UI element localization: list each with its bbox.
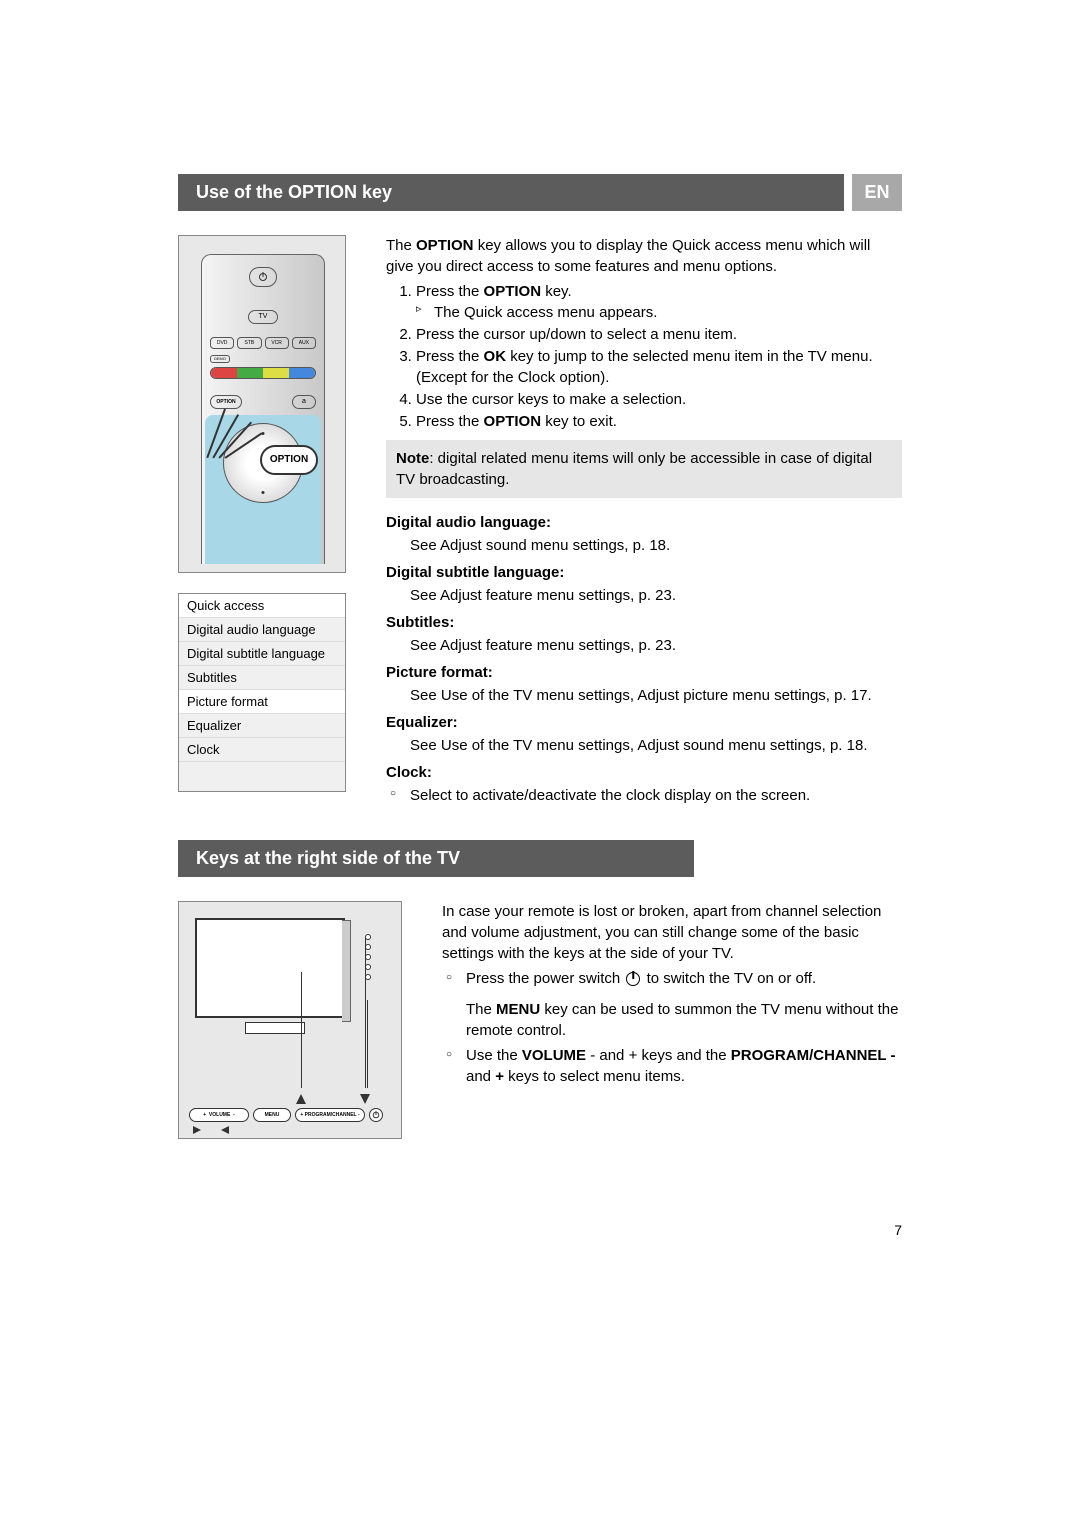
option-button-small: OPTION — [210, 395, 242, 409]
tv-illustration: + VOLUME - MENU + PROGRAM/CHANNEL - — [178, 901, 402, 1139]
topic-1-b: See Adjust feature menu settings, p. 23. — [386, 585, 902, 606]
color-buttons — [210, 367, 316, 379]
language-badge: EN — [852, 174, 902, 211]
step1-result: The Quick access menu appears. — [416, 302, 902, 323]
qa-item-4: Equalizer — [179, 713, 345, 737]
aux-button: AUX — [292, 337, 316, 349]
steps-list: Press the OPTION key. The Quick access m… — [386, 281, 902, 432]
s2-bullet-1: Press the power switch to switch the TV … — [442, 968, 902, 989]
note-text: : digital related menu items will only b… — [396, 450, 872, 488]
remote-highlight: OPTION — [205, 415, 321, 564]
step-4: Use the cursor keys to make a selection. — [416, 389, 902, 410]
topic-4-h: Equalizer: — [386, 712, 902, 733]
menu-button-label: MENU — [253, 1108, 291, 1122]
topic-4-b: See Use of the TV menu settings, Adjust … — [386, 735, 902, 756]
section2-title: Keys at the right side of the TV — [178, 840, 694, 877]
tv-button: TV — [248, 310, 278, 324]
section1-text: The OPTION key allows you to display the… — [386, 235, 902, 806]
section1-title: Use of the OPTION key — [178, 174, 844, 211]
remote-illustration: TV DVD STB VCR AUX DEMO OPTION a — [178, 235, 346, 573]
note-label: Note — [396, 450, 429, 467]
option-callout: OPTION — [260, 445, 318, 475]
topic-3-b: See Use of the TV menu settings, Adjust … — [386, 685, 902, 706]
section1-header: Use of the OPTION key EN — [178, 174, 902, 211]
qa-title: Quick access — [179, 594, 345, 617]
demo-button: DEMO — [210, 355, 230, 363]
intro-t1: The — [386, 237, 416, 254]
qa-item-3-selected: Picture format — [179, 689, 345, 713]
topic-0-h: Digital audio language: — [386, 512, 902, 533]
power-button-icon — [369, 1108, 383, 1122]
s2-intro: In case your remote is lost or broken, a… — [442, 901, 902, 964]
s2-bullet-2: Use the VOLUME - and + keys and the PROG… — [442, 1045, 902, 1087]
vcr-button: VCR — [265, 337, 289, 349]
page-number: 7 — [894, 1222, 902, 1238]
a-button: a — [292, 395, 316, 409]
dvd-button: DVD — [210, 337, 234, 349]
topic-1-h: Digital subtitle language: — [386, 562, 902, 583]
qa-item-5: Clock — [179, 737, 345, 761]
qa-item-2: Subtitles — [179, 665, 345, 689]
topic-2-h: Subtitles: — [386, 612, 902, 633]
quick-access-menu: Quick access Digital audio language Digi… — [178, 593, 346, 792]
volume-button-label: + VOLUME - — [189, 1108, 249, 1122]
arrow-right-icon — [193, 1126, 201, 1134]
s2-menu-para: The MENU key can be used to summon the T… — [442, 999, 902, 1041]
qa-item-0: Digital audio language — [179, 617, 345, 641]
section2-text: In case your remote is lost or broken, a… — [442, 901, 902, 1139]
step-2: Press the cursor up/down to select a men… — [416, 324, 902, 345]
program-button-label: + PROGRAM/CHANNEL - — [295, 1108, 365, 1122]
topic-0-b: See Adjust sound menu settings, p. 18. — [386, 535, 902, 556]
power-icon-inline — [626, 972, 640, 986]
topic-5-h: Clock: — [386, 762, 902, 783]
arrow-left-icon — [221, 1126, 229, 1134]
stb-button: STB — [237, 337, 261, 349]
topic-3-h: Picture format: — [386, 662, 902, 683]
note-box: Note: digital related menu items will on… — [386, 440, 902, 498]
topic-5-bullet: Select to activate/deactivate the clock … — [386, 785, 902, 806]
power-icon — [249, 267, 277, 287]
topic-2-b: See Adjust feature menu settings, p. 23. — [386, 635, 902, 656]
intro-option-bold: OPTION — [416, 237, 474, 254]
qa-item-1: Digital subtitle language — [179, 641, 345, 665]
